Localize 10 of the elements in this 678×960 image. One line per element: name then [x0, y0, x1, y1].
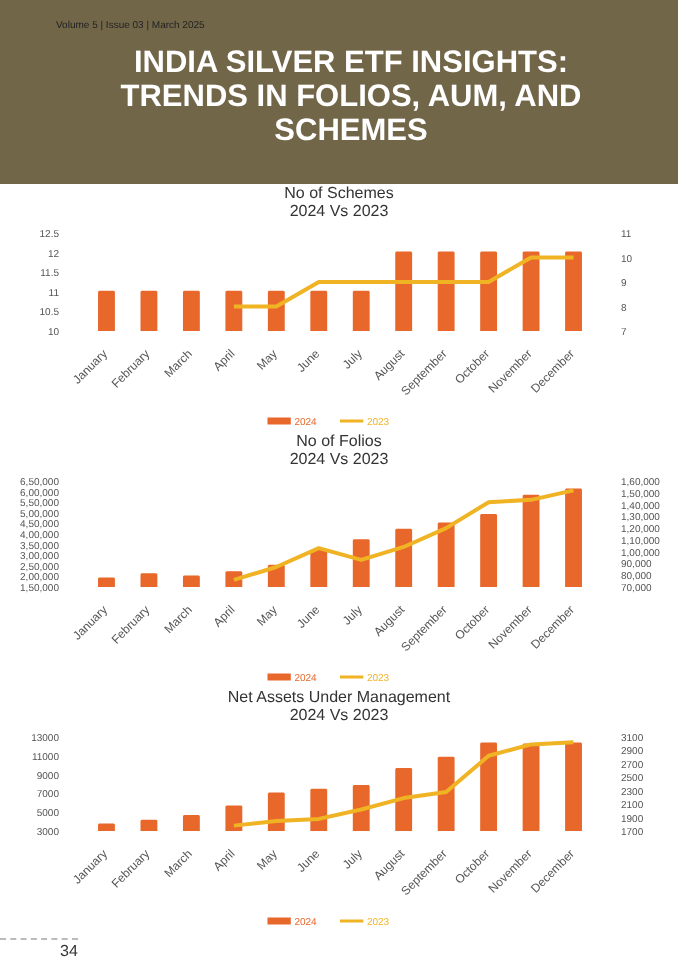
- text: INDIA SILVER ETF INSIGHTS: TRENDS IN FOLIOS, AUM, AND SCHEMES: [118, 46, 584, 149]
- chart-subtitle: 2024 Vs 2023: [289, 706, 389, 724]
- chart-title: No of Schemes: [284, 184, 394, 202]
- line-series: [231, 488, 576, 582]
- text: 34: [0, 938, 78, 960]
- chart-title: No of Folios: [296, 432, 382, 450]
- chart-title: Net Assets Under Management: [227, 688, 451, 706]
- line-series: [231, 740, 576, 828]
- chart-subtitle: 2024 Vs 2023: [289, 450, 389, 468]
- chart-subtitle: 2024 Vs 2023: [289, 202, 389, 220]
